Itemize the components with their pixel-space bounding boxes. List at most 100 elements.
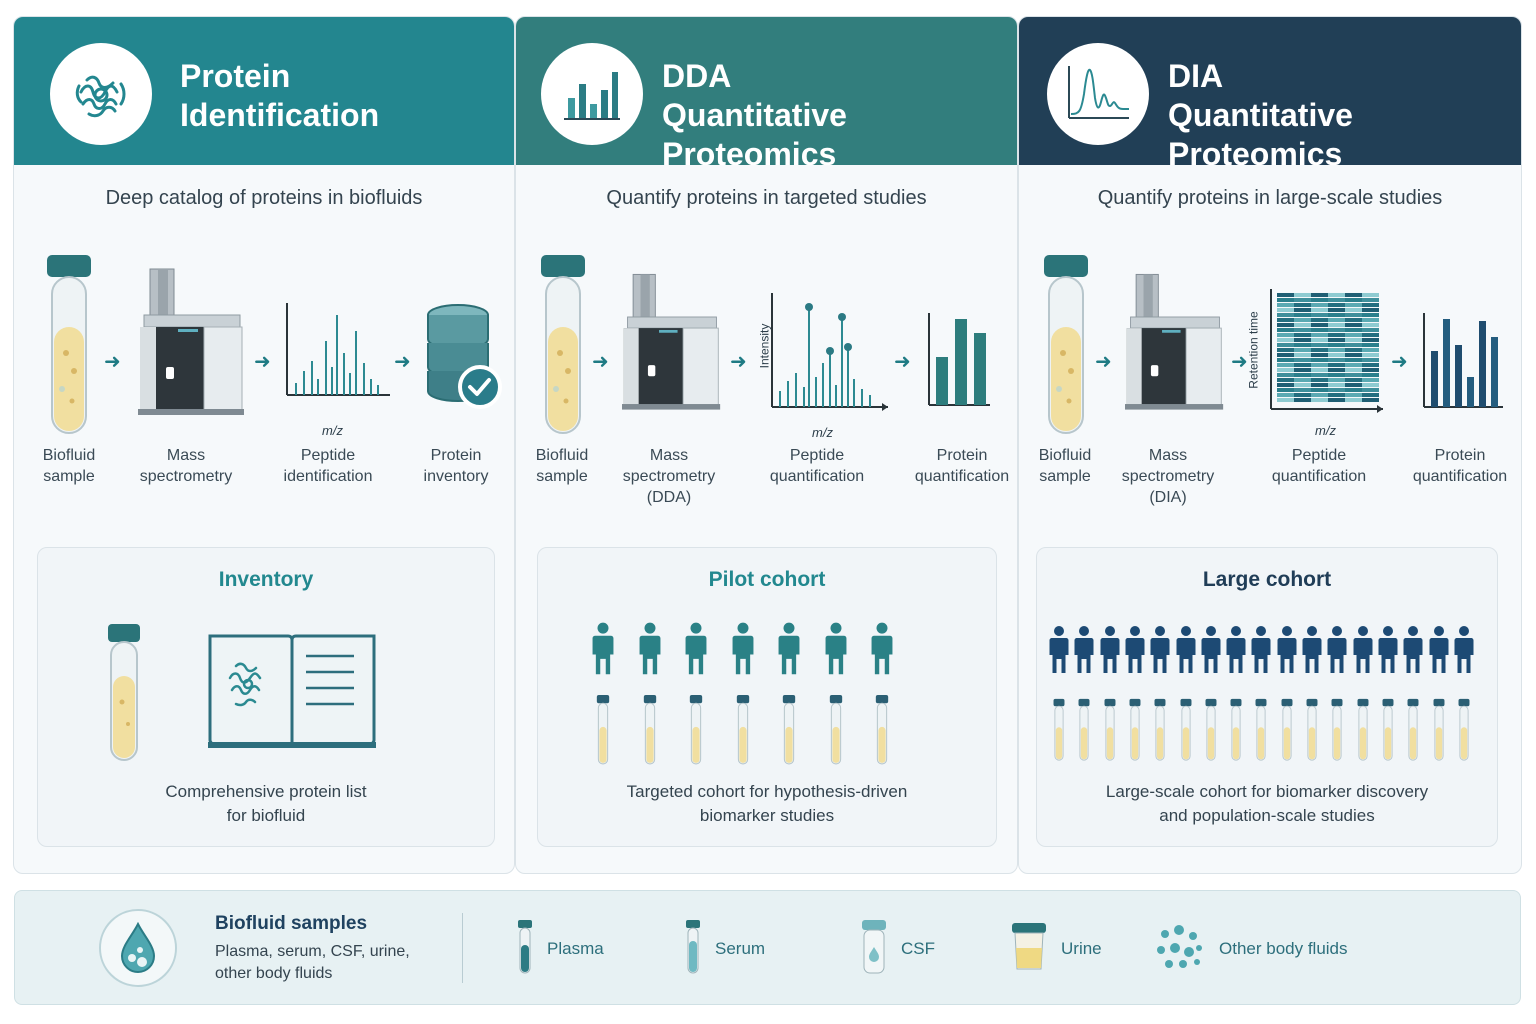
panel-subtitle: Quantify proteins in large-scale studies <box>1097 187 1443 209</box>
person-icon <box>1429 618 1449 687</box>
heatmap-cell <box>1277 298 1294 302</box>
heatmap-cell <box>1345 398 1362 402</box>
heatmap-cell <box>1362 358 1379 362</box>
sample-tube-icon <box>781 694 797 771</box>
step-label-line: spectrometry <box>139 468 233 485</box>
heatmap-cell <box>1277 293 1294 297</box>
cohort-description: Large-scale cohort for biomarker discove… <box>1037 780 1497 828</box>
heatmap-cell <box>1294 338 1311 342</box>
step-label-line: Mass <box>1148 447 1188 464</box>
heatmap-cell <box>1277 353 1294 357</box>
heatmap-cell <box>1328 323 1345 327</box>
step-label-line: sample <box>43 468 95 485</box>
heatmap-cell <box>1311 308 1328 312</box>
heatmap-cell <box>1362 353 1379 357</box>
heatmap-cell <box>1294 383 1311 387</box>
panel-header: Protein Identification <box>14 17 514 165</box>
heatmap-cell <box>1294 323 1311 327</box>
step-label-line: spectrometry <box>1121 468 1215 485</box>
heatmap-cell <box>1294 373 1311 377</box>
heatmap-cell <box>1277 313 1294 317</box>
heatmap-cell <box>1311 348 1328 352</box>
heatmap-cell <box>1277 393 1294 397</box>
heatmap-cell <box>1345 318 1362 322</box>
step-label-line: spectrometry <box>622 468 716 485</box>
footer-desc-line: Plasma, serum, CSF, urine, <box>215 943 410 960</box>
heatmap-cell <box>1328 338 1345 342</box>
step-label-line: Peptide <box>1291 447 1347 464</box>
footer-title: Biofluid samples <box>215 913 368 934</box>
person-icon <box>1403 618 1423 687</box>
arrow-icon: ➜ <box>254 351 271 373</box>
heatmap-cell <box>1362 333 1379 337</box>
heatmap-cell <box>1294 388 1311 392</box>
sample-tube-icon <box>1305 698 1319 767</box>
heatmap-cell <box>1328 383 1345 387</box>
step-label-line: Protein <box>430 447 482 464</box>
heatmap-cell <box>1328 303 1345 307</box>
fluid-label: Plasma <box>547 939 604 958</box>
step-label-line: sample <box>536 468 588 485</box>
sample-tube-icon <box>1128 698 1142 767</box>
heatmap-cell <box>1345 303 1362 307</box>
dda-quantitative-panel: DDA Quantitative Proteomics Quantify pro… <box>515 16 1018 874</box>
heatmap-cell <box>1345 298 1362 302</box>
sample-tube-icon <box>106 622 142 769</box>
cohort-description: Targeted cohort for hypothesis-driven bi… <box>538 780 996 828</box>
csf-vial-icon <box>861 919 887 980</box>
panel-title: Protein Identification <box>180 57 379 135</box>
database-check-icon <box>424 303 504 418</box>
heatmap-cell <box>1277 368 1294 372</box>
person-icon <box>1454 618 1474 687</box>
bar-chart-icon <box>541 43 643 145</box>
panel-title: DIA Quantitative Proteomics <box>1168 57 1521 174</box>
step-label: Peptide quantification <box>760 445 874 487</box>
arrow-icon: ➜ <box>1231 351 1248 373</box>
fluid-label: Serum <box>715 939 766 958</box>
person-icon <box>871 612 893 691</box>
protein-structure-icon <box>50 43 152 145</box>
mass-spectrometer-icon <box>138 267 246 422</box>
biofluid-tube-icon <box>44 249 94 444</box>
cohort-desc-line: and population-scale studies <box>1159 806 1375 825</box>
sample-tube-icon <box>1381 698 1395 767</box>
heatmap-cell <box>1328 318 1345 322</box>
arrow-icon: ➜ <box>1095 351 1112 373</box>
heatmap-cell <box>1311 313 1328 317</box>
heatmap-cell <box>1328 313 1345 317</box>
sample-tube-icon <box>1356 698 1370 767</box>
heatmap-cell <box>1294 298 1311 302</box>
sample-tube-icon <box>1052 698 1066 767</box>
heatmap-cell <box>1345 328 1362 332</box>
step-label-line: quantification <box>769 468 865 485</box>
pilot-cohort-figures <box>592 612 952 772</box>
heatmap-cell <box>1345 378 1362 382</box>
heatmap-cell <box>1362 293 1379 297</box>
step-label-line: quantification <box>914 468 1010 485</box>
heatmap-cell <box>1294 368 1311 372</box>
fluid-label: Other body fluids <box>1219 939 1348 958</box>
serum-tube-icon <box>685 919 701 980</box>
person-icon <box>1150 618 1170 687</box>
footer-divider <box>462 913 463 983</box>
y-axis-label: Intensity <box>757 323 772 369</box>
sample-tube-icon <box>828 694 844 771</box>
heatmap-cell <box>1362 298 1379 302</box>
sample-tube-icon <box>1457 698 1471 767</box>
chromatogram-icon <box>1047 43 1149 145</box>
step-label-line: Mass <box>166 447 206 464</box>
heatmap-cell <box>1294 328 1311 332</box>
heatmap-cell <box>1277 373 1294 377</box>
heatmap-cell <box>1345 308 1362 312</box>
cohort-desc-line: biomarker studies <box>699 806 835 825</box>
heatmap-cell <box>1328 343 1345 347</box>
sample-tube-icon <box>1406 698 1420 767</box>
heatmap-cell <box>1362 328 1379 332</box>
heatmap-cell <box>1362 318 1379 322</box>
heatmap-cell <box>1311 383 1328 387</box>
heatmap-cell <box>1311 363 1328 367</box>
cohort-desc-line: Large-scale cohort for biomarker discove… <box>1105 782 1429 801</box>
heatmap-cell <box>1328 398 1345 402</box>
heatmap-cell <box>1345 343 1362 347</box>
heatmap-cell <box>1311 338 1328 342</box>
